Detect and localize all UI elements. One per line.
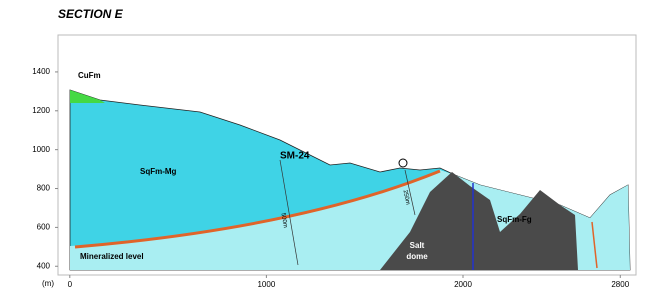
label: Mineralized level [80, 252, 144, 261]
x-tick-label: 2800 [611, 280, 629, 289]
y-tick-label: 1200 [32, 106, 50, 115]
y-tick-label: 600 [37, 222, 51, 231]
label: SqFm-Mg [140, 167, 177, 176]
well-collar [399, 159, 407, 167]
x-tick-label: 1000 [257, 280, 275, 289]
x-tick-label: 0 [68, 280, 73, 289]
y-tick-label: 1400 [32, 67, 50, 76]
section-figure: SECTION E CuFm SqFm-Mg SM-24 Mineralized… [0, 0, 667, 296]
x-tick-label: 2000 [454, 280, 472, 289]
y-tick-label: 800 [37, 184, 51, 193]
label: CuFm [78, 71, 101, 80]
title: SECTION E [58, 7, 124, 21]
y-tick-label: 400 [37, 261, 51, 270]
label: SqFm-Fg [497, 215, 532, 224]
label: Salt [410, 241, 425, 250]
y-tick-label: 1000 [32, 145, 50, 154]
label: SM-24 [280, 151, 310, 162]
unit-label: (m) [42, 279, 54, 288]
label: dome [406, 252, 428, 261]
